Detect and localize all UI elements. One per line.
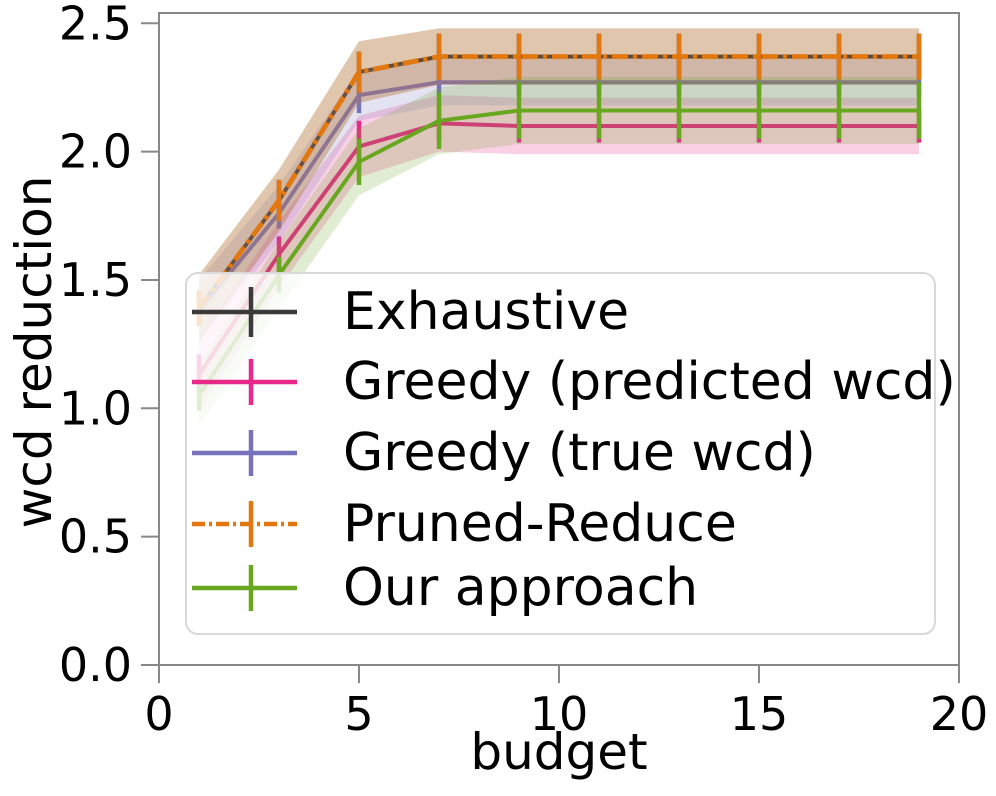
x-axis-label: budget: [470, 723, 647, 781]
legend-label-exhaustive: Exhaustive: [343, 282, 629, 342]
legend-label-greedy-true-wcd: Greedy (true wcd): [343, 423, 816, 483]
legend-item-greedy-true-wcd: Greedy (true wcd): [192, 423, 816, 483]
our-approach-band: [199, 77, 919, 427]
greedy-predicted-wcd-line: [197, 121, 919, 377]
legend-label-greedy-predicted-wcd: Greedy (predicted wcd): [343, 352, 956, 412]
y-tick-label: 2.0: [59, 125, 132, 179]
y-axis-label: wcd reduction: [5, 176, 63, 529]
legend-item-our-approach: Our approach: [192, 558, 698, 618]
series-pruned-reduce: [196, 28, 922, 342]
legend-item-pruned-reduce: Pruned-Reduce: [192, 494, 737, 554]
y-tick-label: 0.5: [59, 510, 132, 564]
our-approach-line: [197, 108, 919, 397]
y-tick-label: 1.0: [59, 381, 132, 435]
x-tick-label: 20: [930, 687, 989, 741]
plot-series: [196, 28, 922, 427]
legend-label-our-approach: Our approach: [343, 558, 698, 618]
y-tick-label: 2.5: [59, 0, 132, 50]
legend-item-exhaustive: Exhaustive: [192, 282, 629, 342]
x-tick-label: 0: [144, 687, 173, 741]
pruned-reduce-line: [196, 54, 919, 310]
y-tick-label: 1.5: [59, 253, 132, 307]
legend-item-greedy-predicted-wcd: Greedy (predicted wcd): [192, 352, 956, 412]
legend-box: [185, 272, 936, 635]
y-tick-label: 0.0: [59, 638, 132, 692]
legend: Exhaustive Greedy (predicted wcd) Greedy (…: [185, 272, 956, 635]
pruned-reduce-band: [199, 28, 919, 342]
axes-ticks: 0 5 10 15 20 0.0 0.5 1.0 1.5 2.0 2.5: [59, 0, 988, 741]
legend-label-pruned-reduce: Pruned-Reduce: [343, 494, 737, 554]
greedy-true-wcd-band: [199, 59, 919, 342]
x-tick-label: 5: [344, 687, 373, 741]
x-tick-label: 15: [730, 687, 789, 741]
greedy-true-wcd-line: [197, 80, 919, 313]
x-tick-label: 10: [530, 687, 589, 741]
exhaustive-band: [199, 28, 919, 342]
